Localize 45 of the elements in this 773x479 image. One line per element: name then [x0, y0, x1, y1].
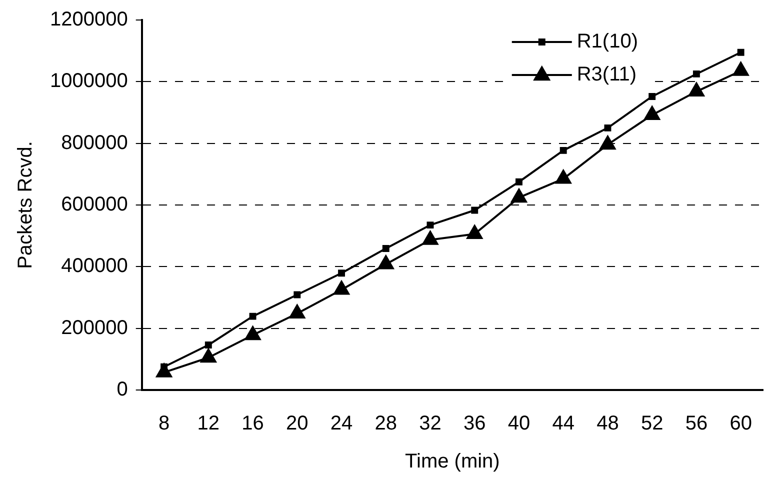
y-tick-label: 0	[116, 378, 128, 401]
y-tick-label: 400000	[61, 255, 128, 278]
x-tick-label: 60	[730, 412, 752, 435]
x-tick-label: 40	[508, 412, 530, 435]
x-tick-label: 16	[242, 412, 264, 435]
x-tick-label: 56	[685, 412, 708, 435]
point	[378, 255, 394, 270]
point	[516, 178, 522, 186]
x-tick-label: 12	[197, 412, 220, 435]
point	[289, 304, 306, 319]
x-tick-label: 8	[158, 412, 170, 435]
x-tick-label: 28	[374, 412, 398, 435]
legend-label: R1(10)	[576, 30, 638, 53]
point	[200, 348, 216, 363]
x-axis-title: Time (min)	[405, 450, 500, 473]
point	[560, 146, 567, 154]
y-tick-label: 800000	[61, 132, 128, 154]
x-tick-label: 24	[330, 412, 353, 435]
point	[511, 188, 527, 203]
legend-label: R3(11)	[576, 64, 637, 86]
x-tick-label: 44	[552, 412, 574, 435]
x-tick-label: 48	[596, 412, 619, 435]
y-axis-title: Packets Rcvd.	[14, 141, 37, 269]
point	[244, 326, 261, 340]
point	[382, 245, 390, 252]
point	[648, 92, 656, 100]
y-tick-label: 600000	[61, 194, 128, 216]
point	[555, 170, 572, 184]
y-tick-label: 1200000	[50, 8, 128, 31]
point	[471, 206, 478, 214]
x-tick-label: 36	[463, 412, 486, 435]
x-tick-label: 52	[640, 412, 664, 435]
point	[604, 124, 612, 132]
point	[692, 70, 700, 78]
y-tick-label: 1000000	[50, 70, 128, 92]
point	[426, 222, 434, 229]
point	[422, 230, 438, 245]
point	[334, 280, 350, 295]
y-tick-label: 200000	[61, 316, 128, 339]
point	[600, 136, 616, 150]
point	[688, 82, 704, 97]
x-tick-label: 32	[419, 412, 442, 435]
point	[737, 48, 744, 56]
point	[466, 224, 483, 239]
x-tick-label: 20	[286, 412, 308, 435]
